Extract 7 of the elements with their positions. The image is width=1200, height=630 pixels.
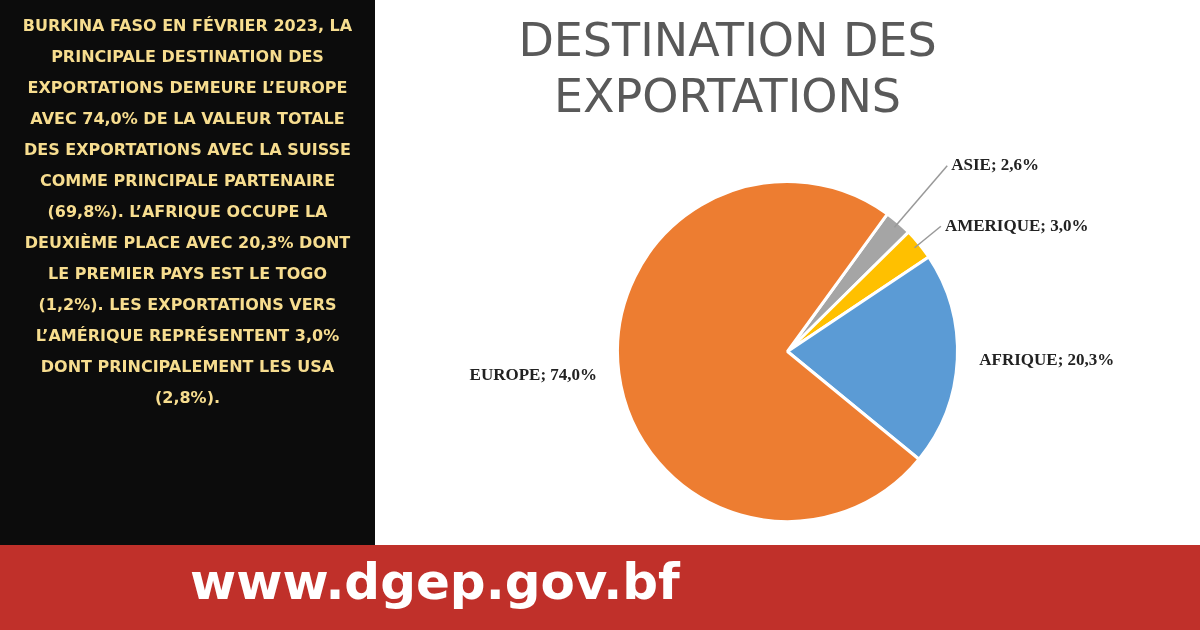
slice-label: AFRIQUE; 20,3% — [979, 350, 1115, 370]
text: www.dgep.gov.bf — [190, 553, 680, 611]
chart-title: DESTINATION DES EXPORTATIONS — [517, 12, 938, 124]
text: BURKINA FASO EN FÉVRIER 2023, LA PRINCIPALE DESTINATION DES EXPORTATIONS DEMEURE L’EUROPE AVEC 74,0% DE LA VALEUR TOTALE DES EXPORTATIONS AVEC LA SUISSE COMME PRINCIPALE PARTENAIRE (69,8%). L’AFRIQUE OCCUPE LA DEUXIÈME PLACE AVEC 20,3% DONT LE PREMIER PAYS EST LE TOGO (1,2%). LES EXPORTATIONS VERS L’AMÉRIQUE REPRÉSENTENT 3,0% DONT PRINCIPALEMENT LES USA (2,8%). — [22, 16, 353, 407]
slice-label: AMERIQUE; 3,0% — [944, 215, 1089, 235]
slice-label: EUROPE; 74,0% — [469, 365, 598, 385]
slice-label: ASIE; 2,6% — [951, 155, 1040, 175]
